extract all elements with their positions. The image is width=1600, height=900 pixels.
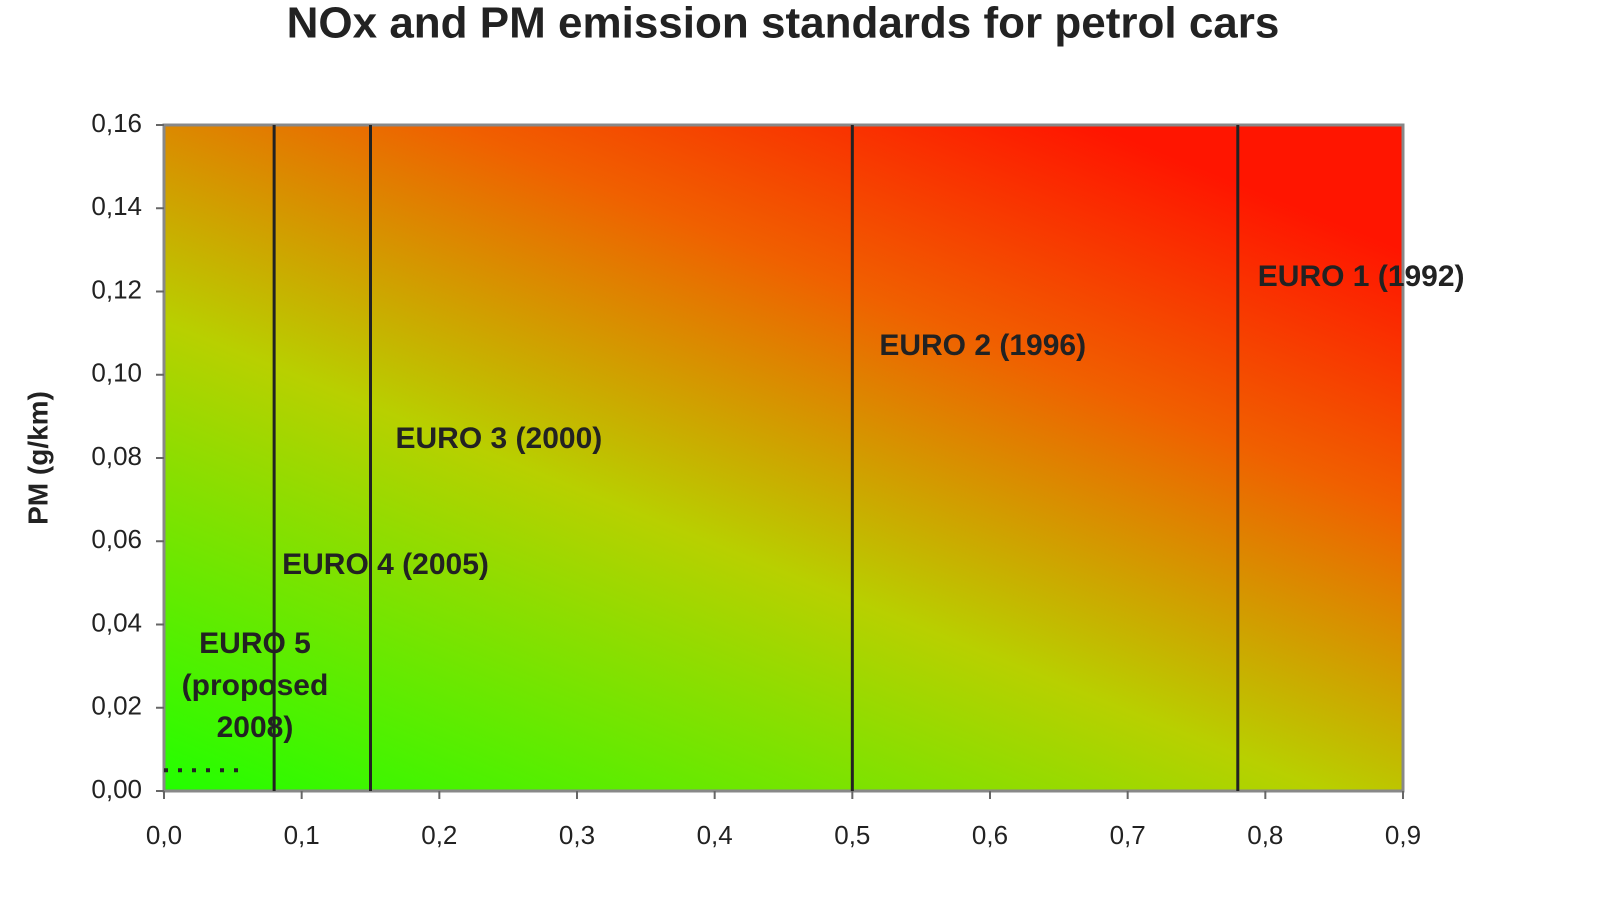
y-tick-label: 0,08 bbox=[91, 441, 142, 471]
y-tick-label: 0,06 bbox=[91, 524, 142, 554]
y-tick-label: 0,12 bbox=[91, 274, 142, 304]
y-tick-label: 0,14 bbox=[91, 191, 142, 221]
x-tick-label: 0,2 bbox=[421, 820, 457, 850]
x-tick-label: 0,7 bbox=[1110, 820, 1146, 850]
region-label: 2008) bbox=[217, 711, 294, 744]
x-tick-label: 0,0 bbox=[146, 820, 182, 850]
x-tick-label: 0,9 bbox=[1385, 820, 1421, 850]
plot-background bbox=[162, 123, 1405, 793]
y-tick-label: 0,16 bbox=[91, 108, 142, 138]
y-tick-label: 0,04 bbox=[91, 607, 142, 637]
region-label: EURO 5 bbox=[199, 627, 311, 660]
x-tick-label: 0,4 bbox=[697, 820, 733, 850]
region-label: EURO 3 (2000) bbox=[396, 422, 603, 455]
y-axis-label: PM (g/km) bbox=[22, 391, 53, 525]
y-tick-label: 0,10 bbox=[91, 358, 142, 388]
chart-title: NOx and PM emission standards for petrol… bbox=[287, 0, 1280, 48]
y-tick-label: 0,00 bbox=[91, 774, 142, 804]
region-label: (proposed bbox=[182, 669, 329, 702]
region-label: EURO 2 (1996) bbox=[879, 329, 1086, 362]
x-tick-label: 0,5 bbox=[834, 820, 870, 850]
y-tick-label: 0,02 bbox=[91, 691, 142, 721]
region-label: EURO 4 (2005) bbox=[282, 548, 489, 581]
region-label: EURO 1 (1992) bbox=[1258, 260, 1465, 293]
x-tick-label: 0,3 bbox=[559, 820, 595, 850]
x-tick-label: 0,8 bbox=[1247, 820, 1283, 850]
x-tick-label: 0,6 bbox=[972, 820, 1008, 850]
x-tick-label: 0,1 bbox=[284, 820, 320, 850]
